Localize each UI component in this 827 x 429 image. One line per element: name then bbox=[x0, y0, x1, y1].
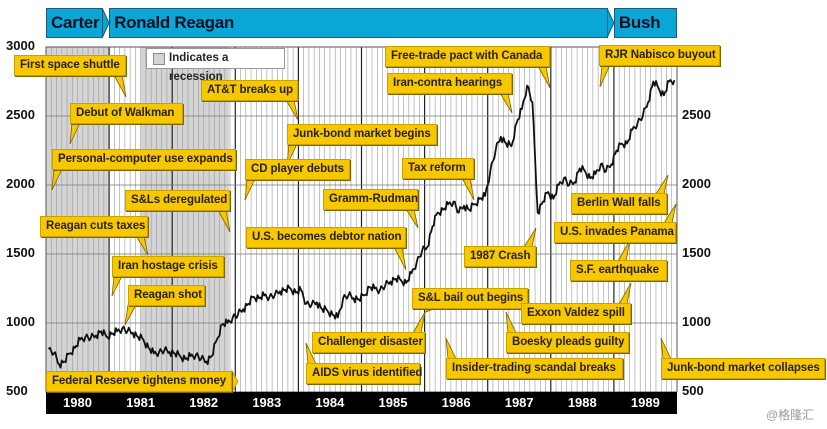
y-tick-right: 1000 bbox=[682, 314, 711, 329]
annotation-callout: Berlin Wall falls bbox=[571, 193, 667, 214]
y-tick-right: 2000 bbox=[682, 176, 711, 191]
dow-line bbox=[47, 79, 676, 369]
y-tick-right: 500 bbox=[682, 383, 704, 398]
annotation-callout: Debut of Walkman bbox=[70, 103, 183, 124]
year-tick-label: 1984 bbox=[315, 395, 345, 410]
y-tick-left: 2000 bbox=[6, 176, 35, 191]
year-tick-label: 1983 bbox=[252, 395, 282, 410]
annotation-callout: Junk-bond market collapses bbox=[661, 358, 825, 379]
y-tick-right: 1500 bbox=[682, 245, 711, 260]
annotation-callout: Federal Reserve tightens money bbox=[46, 371, 232, 392]
year-tick-label: 1982 bbox=[189, 395, 219, 410]
annotation-callout: Junk-bond market begins bbox=[287, 124, 437, 145]
annotation-callout: Free-trade pact with Canada bbox=[385, 46, 550, 67]
year-tick-label: 1986 bbox=[441, 395, 471, 410]
annotation-callout: U.S. invades Panama bbox=[554, 222, 676, 243]
annotation-callout: S&L bail out begins bbox=[412, 288, 528, 309]
annotation-callout: Gramm-Rudman bbox=[323, 189, 418, 210]
year-tick-label: 1988 bbox=[567, 395, 597, 410]
annotation-callout: S.F. earthquake bbox=[570, 260, 667, 281]
year-tick-label: 1985 bbox=[378, 395, 408, 410]
y-tick-left: 2500 bbox=[6, 107, 35, 122]
y-tick-left: 1000 bbox=[6, 314, 35, 329]
annotation-callout: RJR Nabisco buyout bbox=[599, 45, 720, 66]
annotation-callout: Insider-trading scandal breaks bbox=[446, 358, 623, 379]
president-carter: Carter bbox=[46, 8, 104, 38]
annotation-callout: AIDS virus identified bbox=[306, 363, 422, 384]
annotation-callout: CD player debuts bbox=[245, 159, 350, 180]
president-arrow bbox=[606, 7, 615, 39]
legend-label: Indicates a recession bbox=[169, 52, 229, 83]
callout-arrow bbox=[231, 369, 239, 394]
annotation-callout: Reagan cuts taxes bbox=[40, 216, 148, 237]
annotation-callout: Personal-computer use expands bbox=[52, 149, 236, 170]
y-tick-left: 1500 bbox=[6, 245, 35, 260]
annotation-callout: Boesky pleads guilty bbox=[506, 332, 629, 353]
annotation-callout: Iran-contra hearings bbox=[387, 73, 512, 94]
annotation-callout: Iran hostage crisis bbox=[112, 256, 224, 277]
year-tick-label: 1981 bbox=[126, 395, 156, 410]
year-tick-label: 1987 bbox=[504, 395, 534, 410]
year-tick-label: 1980 bbox=[63, 395, 92, 410]
y-tick-right: 2500 bbox=[682, 107, 711, 122]
annotation-callout: U.S. becomes debtor nation bbox=[246, 227, 406, 248]
president-ronald-reagan: Ronald Reagan bbox=[109, 8, 608, 38]
annotation-callout: Challenger disaster bbox=[312, 332, 425, 353]
annotation-callout: First space shuttle bbox=[14, 55, 126, 76]
president-arrow bbox=[101, 7, 110, 39]
annotation-callout: AT&T breaks up bbox=[201, 80, 298, 101]
watermark: @格隆汇 bbox=[766, 408, 815, 422]
annotation-callout: S&Ls deregulated bbox=[125, 190, 230, 211]
annotation-callout: Reagan shot bbox=[128, 285, 205, 306]
y-tick-left: 500 bbox=[6, 383, 28, 398]
annotation-callout: 1987 Crash bbox=[464, 246, 536, 267]
year-band bbox=[46, 392, 677, 414]
annotation-callout: Exxon Valdez spill bbox=[521, 303, 631, 324]
y-tick-left: 3000 bbox=[6, 38, 35, 53]
president-bush: Bush bbox=[613, 8, 677, 38]
recession-swatch bbox=[153, 53, 165, 65]
annotation-callout: Tax reform bbox=[402, 158, 474, 179]
year-tick-label: 1989 bbox=[630, 395, 660, 410]
legend: Indicates a recession bbox=[146, 48, 285, 83]
